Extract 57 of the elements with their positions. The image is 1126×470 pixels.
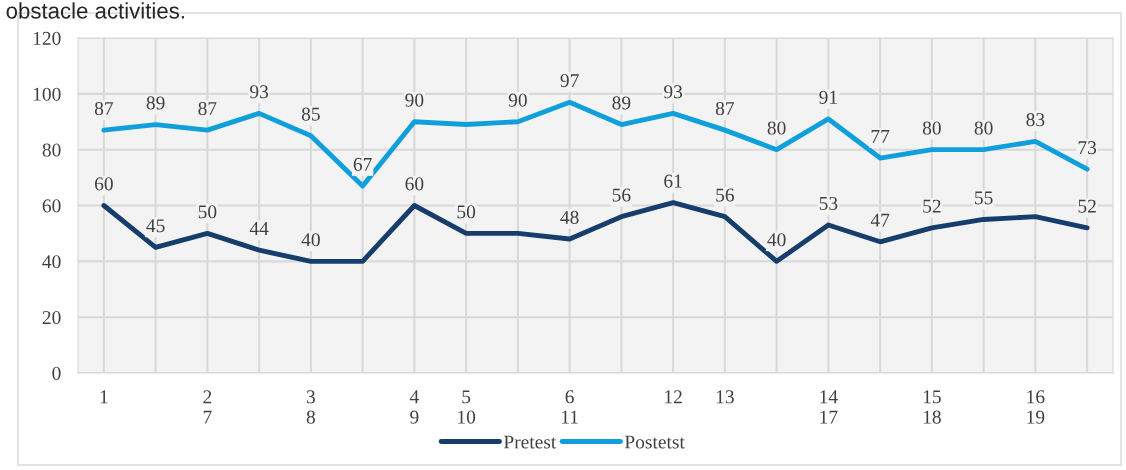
- x-tick-label: 5 10: [458, 390, 476, 424]
- data-label: 80: [974, 121, 993, 135]
- data-label: 90: [508, 93, 527, 107]
- data-label: 85: [301, 107, 320, 121]
- data-label: 80: [922, 121, 941, 135]
- data-label: 50: [198, 205, 217, 219]
- data-label: 61: [664, 174, 682, 188]
- data-label: 56: [716, 188, 735, 202]
- x-tick-label: 2 7: [203, 390, 212, 424]
- data-label: 89: [612, 96, 631, 110]
- y-tick-label: 0: [52, 366, 61, 380]
- data-label: 87: [94, 101, 114, 116]
- legend-label: Pretest: [503, 435, 557, 449]
- y-tick-label: 120: [33, 31, 61, 45]
- data-label: 60: [94, 177, 113, 191]
- data-label: 77: [871, 130, 890, 143]
- data-label: 40: [301, 233, 320, 247]
- data-label: 52: [923, 199, 941, 213]
- y-tick-label: 80: [42, 143, 61, 157]
- x-tick-label: 16 19: [1027, 390, 1045, 424]
- data-label: 83: [1026, 113, 1045, 127]
- data-label: 89: [146, 96, 165, 110]
- x-tick-label: 4 9: [409, 390, 419, 424]
- x-tick-label: 14 17: [820, 390, 838, 424]
- data-label: 56: [612, 188, 631, 202]
- data-label: 53: [819, 196, 838, 210]
- y-tick-label: 40: [42, 255, 61, 269]
- data-label: 48: [560, 210, 579, 224]
- data-label: 91: [819, 90, 837, 104]
- data-label: 50: [457, 205, 476, 219]
- chart-title: obstacle activities.: [6, 2, 184, 19]
- data-label: 80: [767, 121, 786, 135]
- data-label: 87: [715, 101, 735, 116]
- data-label: 97: [560, 74, 579, 88]
- data-label: 93: [250, 85, 269, 99]
- data-label: 52: [1078, 199, 1096, 213]
- x-tick-label: 15 18: [923, 390, 941, 424]
- data-label: 93: [664, 85, 683, 99]
- y-tick-label: 60: [42, 199, 61, 213]
- data-label: 67: [353, 157, 372, 171]
- y-tick-label: 20: [42, 310, 61, 325]
- data-label: 73: [1078, 141, 1097, 155]
- x-tick-label: 1: [100, 390, 108, 404]
- data-label: 45: [146, 219, 165, 233]
- x-tick-label: 3 8: [306, 390, 315, 424]
- data-label: 60: [405, 177, 424, 191]
- data-label: 90: [405, 93, 424, 107]
- data-label: 87: [198, 101, 217, 116]
- x-tick-label: 12: [665, 390, 682, 404]
- data-label: 44: [249, 222, 269, 235]
- data-label: 40: [767, 233, 786, 247]
- y-tick-label: 100: [33, 87, 61, 101]
- x-tick-label: 6 11: [561, 390, 578, 424]
- legend-label: Postetst: [624, 435, 685, 449]
- data-label: 55: [975, 191, 993, 205]
- data-label: 47: [870, 213, 890, 227]
- x-tick-label: 13: [716, 390, 734, 404]
